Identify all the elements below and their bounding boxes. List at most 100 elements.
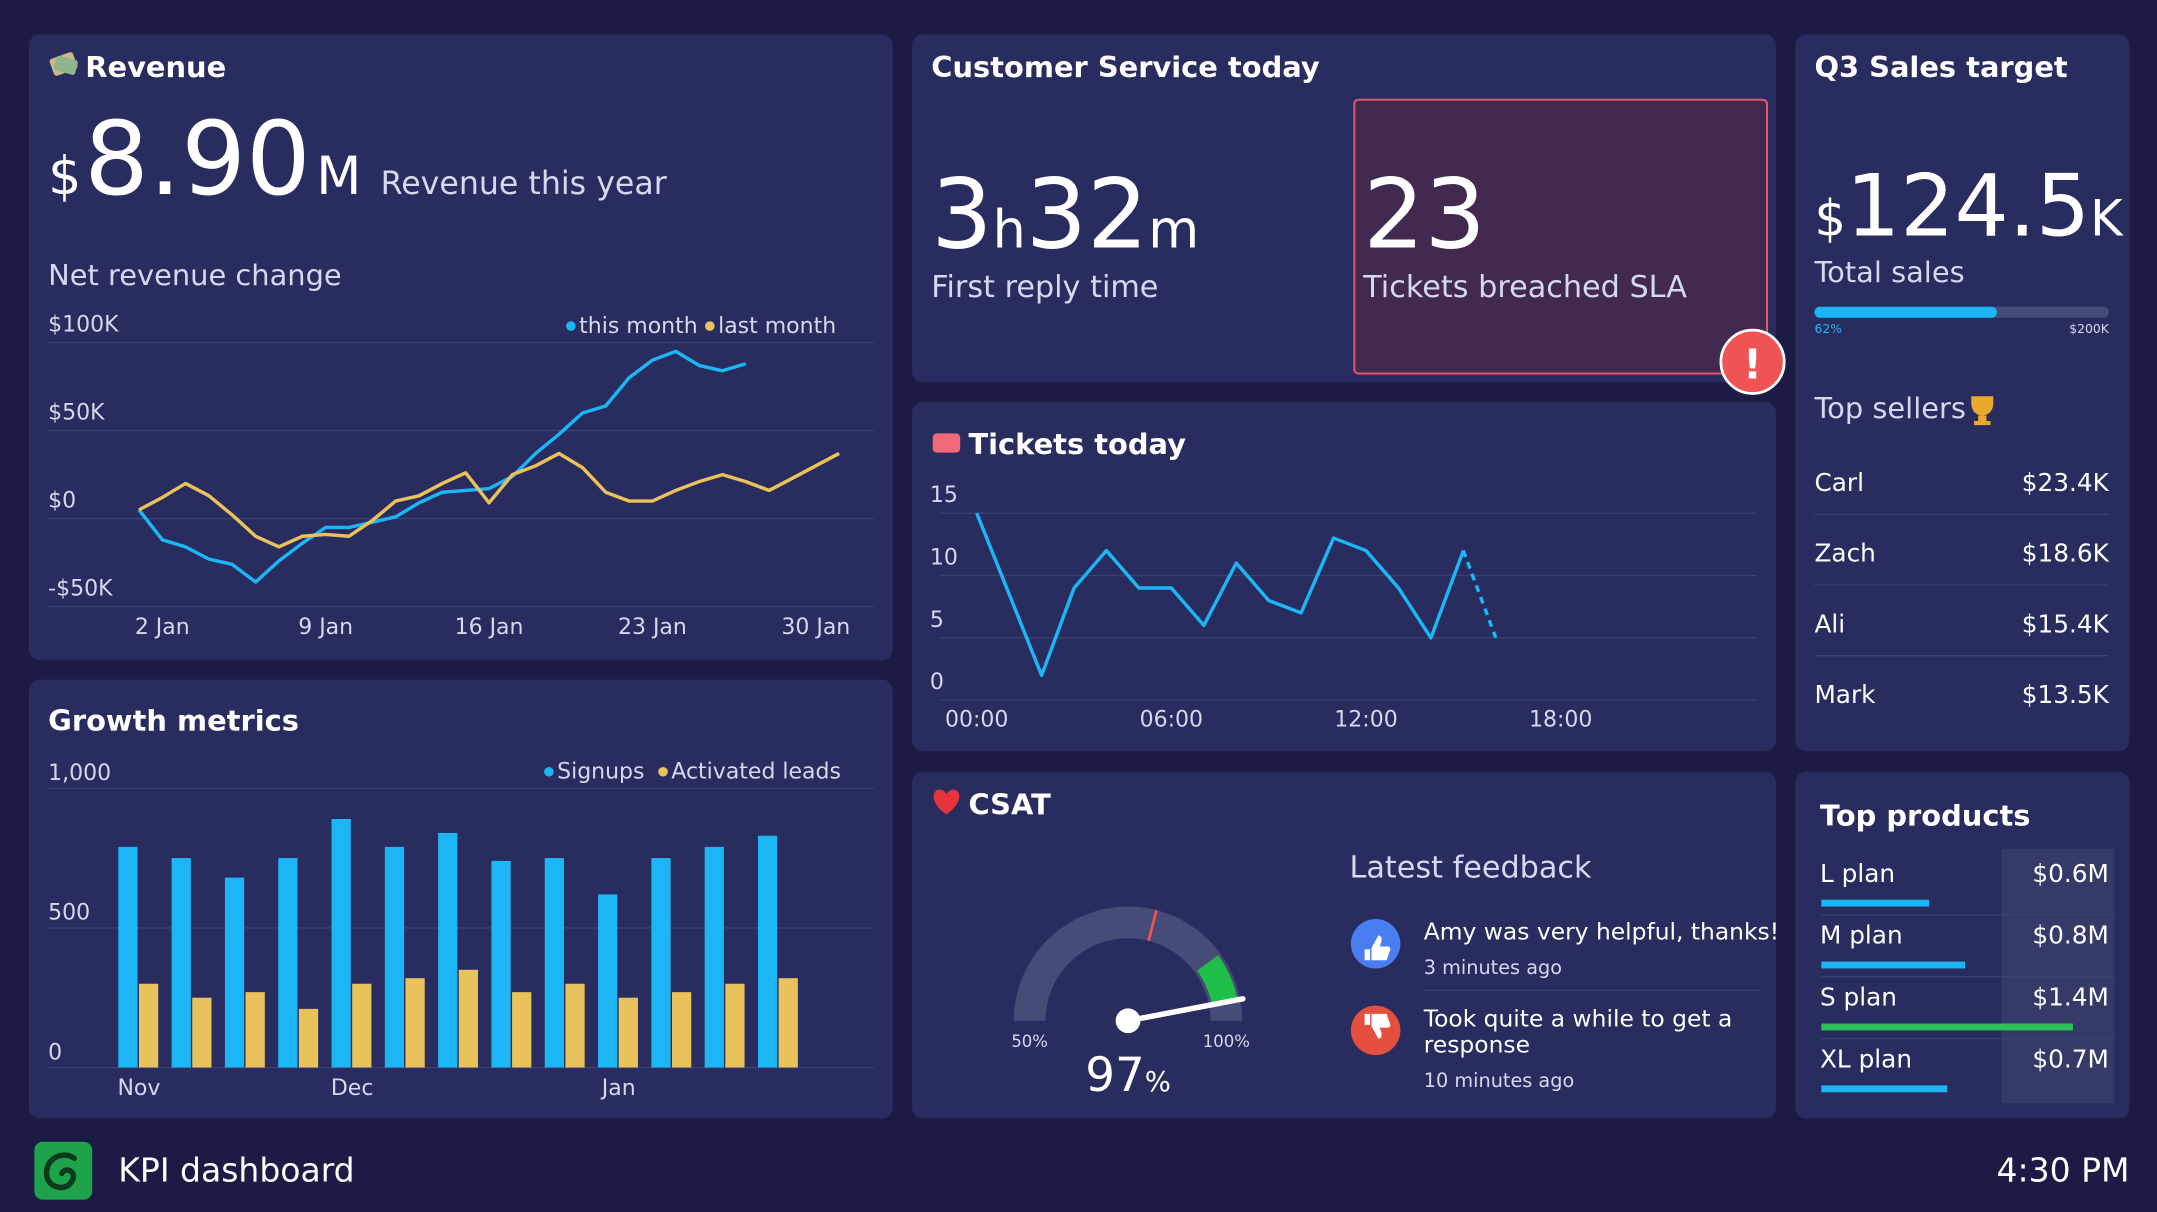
x-tick-label: 2 Jan: [135, 615, 190, 640]
category-label: XL plan: [1820, 1045, 1912, 1074]
bar: [192, 997, 212, 1068]
gauge-tick-label: 100%: [1203, 1032, 1250, 1051]
legend-swatch: [705, 321, 715, 331]
value-label: $0.6M: [2032, 859, 2108, 888]
seller-name: Zach: [1814, 539, 1875, 568]
bar: [565, 983, 585, 1068]
feedback-text: Amy was very helpful, thanks!: [1424, 918, 1779, 946]
thumb-up-glyph: [1364, 935, 1391, 961]
bar: [512, 992, 532, 1068]
amount: 8.90: [84, 101, 311, 219]
feedback-time: 3 minutes ago: [1424, 956, 1562, 979]
y-tick-label: $100K: [48, 313, 119, 338]
seller-name: Mark: [1814, 680, 1876, 709]
line-series: [137, 349, 747, 584]
y-tick-label: 10: [930, 546, 958, 571]
minutes-unit: m: [1148, 200, 1199, 261]
revenue-icon: [49, 52, 78, 76]
x-tick-label: 9 Jan: [298, 615, 353, 640]
progress-label: 62%: [1814, 322, 1842, 336]
feedback-text: response: [1424, 1030, 1530, 1058]
bar: [118, 846, 138, 1068]
category-label: M plan: [1820, 921, 1903, 950]
seller-amount: $23.4K: [2022, 468, 2110, 497]
line-series: [138, 451, 840, 549]
unit: M: [316, 146, 361, 207]
heart-icon: [933, 789, 960, 815]
bar: [725, 983, 745, 1068]
x-tick-label: 06:00: [1140, 707, 1203, 732]
sla-box: [1353, 98, 1769, 375]
gauge-track: [1013, 906, 1243, 1021]
gauge-value: 97%: [1085, 1049, 1171, 1103]
x-tick-label: 23 Jan: [618, 615, 687, 640]
total-sales: $124.5K: [1814, 157, 2124, 256]
caption: Revenue this year: [381, 166, 667, 202]
card-title: Revenue: [85, 50, 226, 84]
card-title: CSAT: [968, 787, 1051, 821]
hours-unit: h: [993, 200, 1026, 261]
x-tick-label: 18:00: [1529, 707, 1592, 732]
gauge-good-band: [1197, 955, 1238, 1005]
chart-title: Net revenue change: [48, 258, 342, 292]
currency: $: [1814, 189, 1846, 247]
value-label: $0.7M: [2032, 1045, 2108, 1074]
bar: [1821, 1085, 1948, 1093]
card-title: Tickets today: [968, 427, 1186, 461]
category-label: S plan: [1820, 983, 1897, 1012]
feedback-text: Took quite a while to get a: [1423, 1004, 1733, 1032]
x-tick-label: Jan: [600, 1076, 636, 1101]
progress-fill: [1814, 306, 1997, 318]
x-tick-label: 00:00: [945, 707, 1008, 732]
alert-badge: [1719, 328, 1786, 395]
alert-icon: !: [1743, 340, 1762, 388]
legend-label: last month: [718, 314, 836, 339]
thumb-down-glyph: [1364, 1013, 1391, 1039]
y-tick-label: 5: [930, 608, 944, 633]
bar: [491, 860, 511, 1068]
legend-label: Signups: [557, 760, 644, 785]
ticket-icon: [932, 433, 961, 453]
bar: [384, 846, 405, 1068]
gauge-needle: [1125, 996, 1246, 1024]
bar: [1821, 899, 1930, 907]
minutes: 32: [1026, 159, 1149, 271]
caption: Tickets breached SLA: [1362, 270, 1687, 305]
unit: K: [2090, 189, 2124, 247]
y-tick-label: 0: [48, 1040, 62, 1065]
y-tick-label: 15: [930, 483, 958, 508]
trophy-icon: [1971, 396, 1994, 426]
revenue-card: [28, 34, 893, 661]
seller-amount: $15.4K: [2022, 609, 2110, 638]
bar: [405, 978, 425, 1068]
value-label: $0.8M: [2032, 921, 2108, 950]
bar: [245, 992, 265, 1068]
bar: [544, 858, 565, 1068]
x-tick-label: 30 Jan: [781, 615, 850, 640]
caption: Total sales: [1813, 255, 1964, 289]
legend-swatch: [544, 766, 554, 777]
dashboard-title: KPI dashboard: [118, 1151, 354, 1190]
currency: $: [48, 146, 81, 207]
category-label: L plan: [1820, 859, 1895, 888]
revenue-total: $8.90 M Revenue this year: [48, 101, 667, 219]
bar: [704, 846, 724, 1068]
y-tick-label: 0: [930, 670, 944, 695]
y-tick-label: $0: [48, 489, 76, 514]
seller-name: Ali: [1814, 609, 1845, 638]
line-series: [975, 512, 1466, 678]
hours: 3: [931, 159, 992, 271]
feedback-time: 10 minutes ago: [1424, 1069, 1574, 1092]
line-segment-dashed: [1461, 549, 1498, 639]
bar: [778, 978, 798, 1068]
legend-swatch: [658, 766, 668, 777]
amount: 124.5: [1846, 157, 2090, 256]
caption: First reply time: [931, 270, 1158, 305]
first-reply-value: 3h32m: [931, 159, 1199, 271]
bar: [757, 835, 778, 1068]
unit: %: [1145, 1066, 1171, 1098]
y-tick-label: 1,000: [48, 761, 111, 786]
bar: [1821, 1023, 2073, 1031]
bar: [278, 858, 298, 1068]
